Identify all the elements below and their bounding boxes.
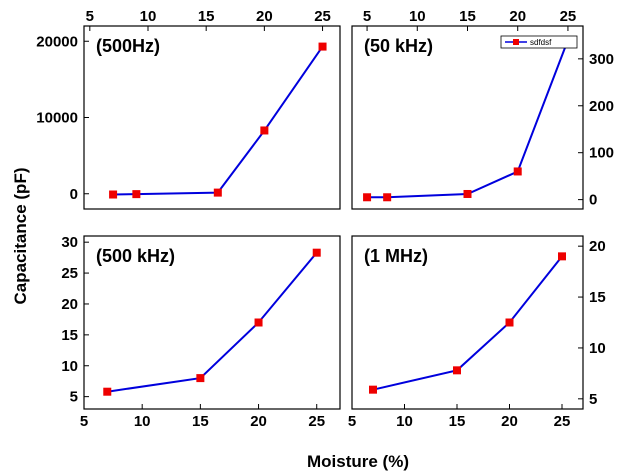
data-point-marker (463, 189, 472, 198)
y-tick-label: 30 (61, 234, 78, 251)
x-tick-label: 5 (363, 8, 371, 25)
plot-frame (351, 235, 584, 410)
y-tick-label: 0 (70, 186, 78, 203)
y-tick-label: 300 (589, 51, 614, 68)
x-tick-label: 20 (501, 413, 518, 430)
chart-panel-3: 5 10 15 20 25 5 10 15 20 25 30 (500 kHz) (61, 234, 341, 430)
data-point-marker (213, 188, 222, 197)
y-tick-label: 20 (61, 296, 78, 313)
y-tick-label: 200 (589, 98, 614, 115)
y-tick-label: 100 (589, 145, 614, 162)
y-tick-label: 10 (61, 358, 78, 375)
data-point-marker (505, 318, 514, 327)
x-tick-label: 25 (554, 413, 571, 430)
legend-marker-sample (513, 39, 519, 45)
panel-title: (500 kHz) (96, 246, 175, 266)
data-point-marker (513, 167, 522, 176)
panel-title: (50 kHz) (364, 36, 433, 56)
data-point-marker (254, 318, 263, 327)
data-point-marker (318, 42, 327, 51)
legend-box (500, 35, 578, 49)
y-axis-label: Capacitance (pF) (11, 168, 30, 305)
panel-title: (500Hz) (96, 36, 160, 56)
x-axis-label: Moisture (%) (307, 452, 409, 471)
panel-title: (1 MHz) (364, 246, 428, 266)
y-tick-label: 25 (61, 265, 78, 282)
data-point-marker (103, 387, 112, 396)
x-tick-label: 10 (134, 413, 151, 430)
y-tick-label: 5 (589, 391, 597, 408)
chart-panel-4: 5 10 15 20 25 5 10 15 20 (1 MHz) (348, 235, 606, 430)
data-point-marker (383, 193, 392, 202)
plot-frame (83, 235, 341, 410)
y-tick-label: 15 (61, 327, 78, 344)
x-tick-label: 10 (396, 413, 413, 430)
data-point-marker (312, 248, 321, 257)
x-tick-label: 15 (198, 8, 215, 25)
x-tick-label: 25 (308, 413, 325, 430)
x-tick-label: 10 (409, 8, 426, 25)
series-line (107, 252, 318, 393)
data-point-marker (369, 385, 377, 394)
y-tick-label: 20 (589, 238, 606, 255)
data-point-marker (363, 193, 372, 202)
y-tick-label: 10 (589, 340, 606, 357)
y-tick-label: 15 (589, 289, 606, 306)
y-tick-label: 10000 (36, 110, 78, 127)
x-tick-label: 15 (192, 413, 209, 430)
x-tick-label: 20 (509, 8, 526, 25)
x-tick-label: 20 (256, 8, 273, 25)
data-point-marker (558, 252, 566, 261)
y-tick-label: 0 (589, 192, 597, 209)
y-tick-label: 5 (70, 389, 78, 406)
chart-panel-2: 5 10 15 20 25 0 100 200 300 (50 kHz) sdfdsf (351, 8, 614, 210)
x-tick-label: 5 (86, 8, 94, 25)
x-tick-label: 25 (560, 8, 577, 25)
legend: sdfdsf (500, 35, 578, 49)
chart-panel-1: 5 10 15 20 25 0 10000 20000 (500Hz) (36, 8, 341, 210)
legend-label: sdfdsf (530, 38, 552, 47)
x-tick-label: 15 (459, 8, 476, 25)
series-line (367, 39, 569, 199)
x-tick-label: 15 (449, 413, 466, 430)
data-point-marker (109, 190, 118, 199)
x-tick-label: 5 (348, 413, 356, 430)
data-point-marker (260, 126, 269, 135)
series-line (113, 46, 324, 196)
x-tick-label: 10 (140, 8, 157, 25)
x-tick-label: 5 (80, 413, 88, 430)
series-line (372, 255, 563, 391)
data-point-marker (132, 190, 141, 199)
x-tick-label: 20 (250, 413, 267, 430)
x-tick-label: 25 (314, 8, 331, 25)
data-point-marker (196, 374, 205, 383)
y-tick-label: 20000 (36, 33, 78, 50)
data-point-marker (453, 366, 461, 375)
